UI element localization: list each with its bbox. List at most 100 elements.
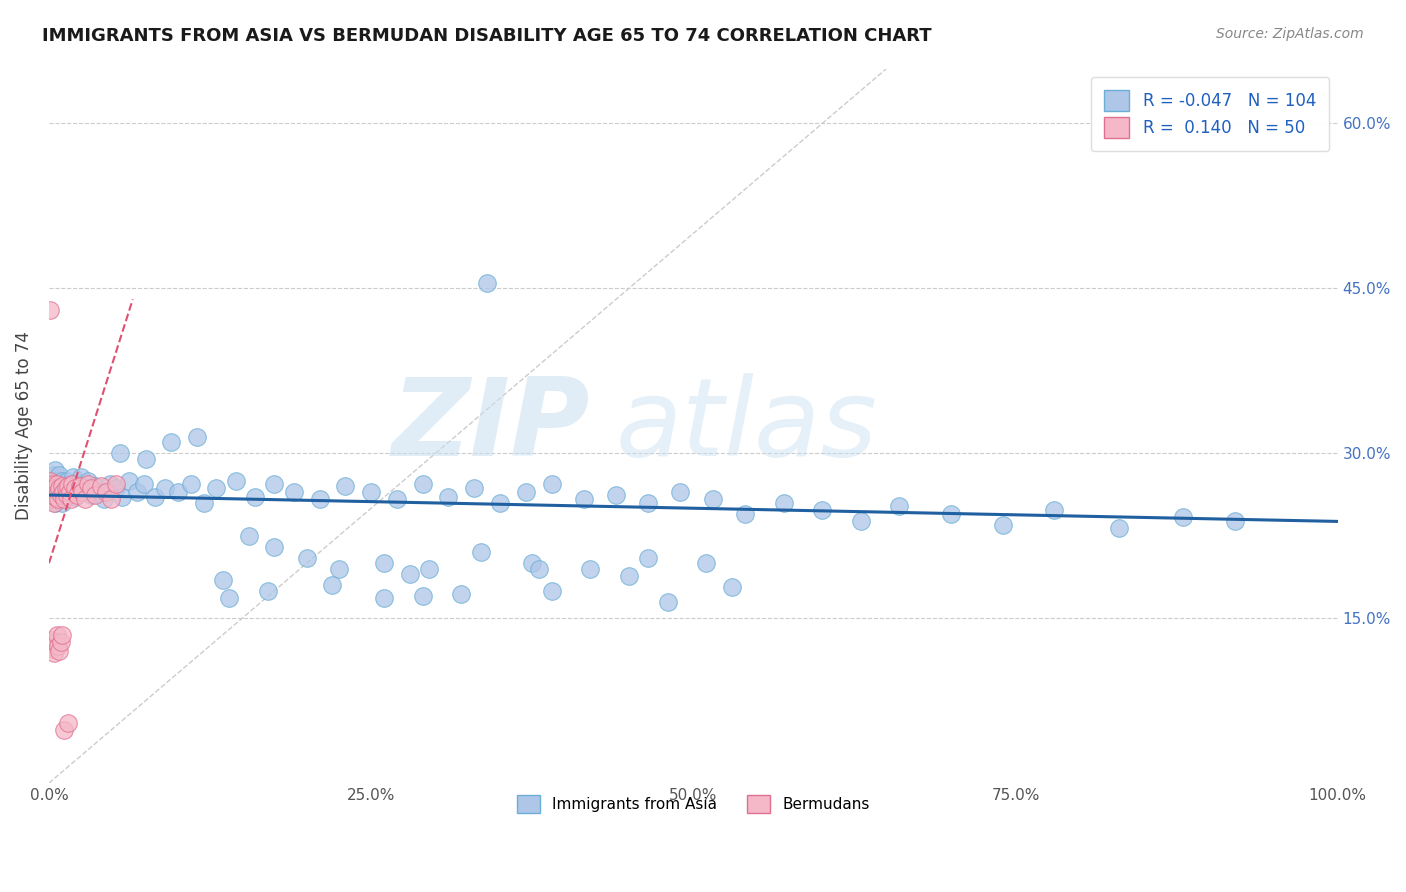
Point	[55, 490, 77, 504]
Text: atlas: atlas	[616, 373, 877, 478]
Point	[48, 482, 70, 496]
Point	[42, 496, 65, 510]
Point	[48, 644, 70, 658]
Point	[515, 484, 537, 499]
Point	[637, 496, 659, 510]
Point	[76, 474, 98, 488]
Point	[263, 477, 285, 491]
Point	[166, 484, 188, 499]
Point	[450, 587, 472, 601]
Point	[56, 474, 79, 488]
Point	[104, 477, 127, 491]
Point	[721, 580, 744, 594]
Point	[412, 589, 434, 603]
Point	[104, 482, 127, 496]
Point	[470, 545, 492, 559]
Point	[46, 639, 69, 653]
Point	[89, 484, 111, 499]
Point	[72, 484, 94, 499]
Point	[59, 484, 82, 499]
Point	[257, 583, 280, 598]
Point	[134, 477, 156, 491]
Point	[55, 482, 77, 496]
Point	[263, 540, 285, 554]
Point	[100, 492, 122, 507]
Point	[51, 496, 73, 510]
Point	[39, 639, 62, 653]
Point	[111, 490, 134, 504]
Point	[56, 488, 79, 502]
Point	[44, 635, 66, 649]
Point	[67, 484, 90, 499]
Point	[238, 529, 260, 543]
Point	[572, 492, 595, 507]
Point	[991, 517, 1014, 532]
Point	[42, 484, 65, 499]
Point	[51, 474, 73, 488]
Point	[475, 276, 498, 290]
Point	[418, 562, 440, 576]
Point	[605, 488, 627, 502]
Point	[42, 642, 65, 657]
Point	[80, 482, 103, 496]
Point	[66, 477, 89, 491]
Point	[70, 470, 93, 484]
Point	[76, 477, 98, 491]
Point	[373, 591, 395, 606]
Point	[360, 484, 382, 499]
Point	[328, 562, 350, 576]
Point	[437, 490, 460, 504]
Point	[44, 496, 66, 510]
Point	[69, 479, 91, 493]
Point	[1223, 515, 1246, 529]
Point	[889, 499, 911, 513]
Point	[53, 477, 76, 491]
Point	[53, 723, 76, 738]
Point	[321, 578, 343, 592]
Point	[44, 482, 66, 496]
Point	[51, 627, 73, 641]
Point	[669, 484, 692, 499]
Point	[218, 591, 240, 606]
Point	[44, 463, 66, 477]
Point	[335, 479, 357, 493]
Point	[695, 556, 717, 570]
Point	[373, 556, 395, 570]
Point	[62, 470, 84, 484]
Point	[41, 488, 63, 502]
Legend: Immigrants from Asia, Bermudans: Immigrants from Asia, Bermudans	[505, 782, 882, 825]
Point	[98, 477, 121, 491]
Point	[39, 474, 62, 488]
Point	[58, 477, 80, 491]
Point	[89, 479, 111, 493]
Point	[52, 484, 75, 499]
Point	[41, 633, 63, 648]
Point	[39, 474, 62, 488]
Point	[45, 477, 67, 491]
Point	[73, 492, 96, 507]
Point	[385, 492, 408, 507]
Point	[80, 488, 103, 502]
Point	[59, 492, 82, 507]
Point	[186, 430, 208, 444]
Point	[42, 479, 65, 493]
Text: Source: ZipAtlas.com: Source: ZipAtlas.com	[1216, 27, 1364, 41]
Point	[522, 556, 544, 570]
Point	[42, 646, 65, 660]
Point	[53, 492, 76, 507]
Point	[42, 490, 65, 504]
Point	[637, 550, 659, 565]
Point	[94, 484, 117, 499]
Point	[657, 595, 679, 609]
Point	[73, 482, 96, 496]
Point	[1171, 510, 1194, 524]
Point	[540, 583, 562, 598]
Point	[125, 484, 148, 499]
Point	[51, 479, 73, 493]
Point	[1043, 503, 1066, 517]
Point	[52, 482, 75, 496]
Text: IMMIGRANTS FROM ASIA VS BERMUDAN DISABILITY AGE 65 TO 74 CORRELATION CHART: IMMIGRANTS FROM ASIA VS BERMUDAN DISABIL…	[42, 27, 932, 45]
Point	[527, 562, 550, 576]
Point	[45, 627, 67, 641]
Point	[412, 477, 434, 491]
